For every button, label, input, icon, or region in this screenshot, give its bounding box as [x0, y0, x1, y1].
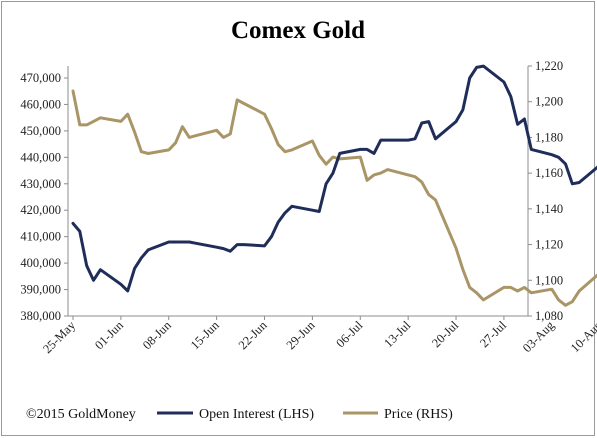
right-y-tick-label: 1,220 — [535, 59, 563, 73]
left-y-tick-label: 440,000 — [20, 150, 61, 164]
x-tick-label: 06-Jul — [333, 318, 365, 350]
copyright-text: ©2015 GoldMoney — [26, 407, 136, 422]
legend-label-price: Price (RHS) — [384, 407, 453, 422]
right-y-tick-label: 1,200 — [535, 95, 563, 109]
left-y-tick-label: 420,000 — [20, 203, 61, 217]
x-tick-label: 08-Jun — [140, 318, 174, 352]
left-y-ticks: 380,000 390,000 400,000 410,000 420,000 430,0… — [20, 71, 68, 323]
x-tick-label: 25-May — [40, 318, 78, 356]
chart-title: Comex Gold — [231, 17, 365, 44]
x-ticks: 25-May 01-Jun 08-Jun 15-Jun 22-Jun 29-Jun 06-J… — [40, 316, 597, 356]
left-y-tick-label: 390,000 — [20, 283, 61, 297]
x-tick-label: 20-Jul — [429, 318, 461, 350]
x-tick-label: 29-Jun — [284, 318, 318, 352]
series-line-price — [71, 89, 597, 307]
left-y-tick-label: 460,000 — [20, 97, 61, 111]
right-y-tick-label: 1,180 — [535, 130, 563, 144]
x-tick-label: 13-Jul — [381, 318, 413, 350]
x-tick-label: 01-Jun — [92, 318, 126, 352]
right-y-tick-label: 1,080 — [535, 309, 563, 323]
legend-label-open-interest: Open Interest (LHS) — [199, 407, 314, 422]
x-tick-label: 03-Aug — [520, 318, 557, 355]
left-y-tick-label: 450,000 — [20, 124, 61, 138]
x-tick-label: 27-Jul — [477, 318, 509, 350]
series-line-open-interest — [71, 64, 597, 293]
axes — [67, 66, 529, 317]
legend: Open Interest (LHS) Price (RHS) — [157, 407, 453, 422]
left-y-tick-label: 400,000 — [20, 256, 61, 270]
right-y-tick-label: 1,100 — [535, 273, 563, 287]
right-y-tick-label: 1,140 — [535, 202, 563, 216]
left-y-tick-label: 430,000 — [20, 177, 61, 191]
series-layer — [71, 64, 597, 307]
left-y-tick-label: 410,000 — [20, 230, 61, 244]
left-y-tick-label: 470,000 — [20, 71, 61, 85]
right-y-tick-label: 1,120 — [535, 238, 563, 252]
x-tick-label: 22-Jun — [236, 318, 270, 352]
left-y-tick-label: 380,000 — [20, 309, 61, 323]
right-y-tick-label: 1,160 — [535, 166, 563, 180]
x-tick-label: 10-Aug — [568, 318, 597, 355]
x-tick-label: 15-Jun — [188, 318, 222, 352]
right-y-ticks: 1,080 1,100 1,120 1,140 1,160 1,180 1,200 1,220 — [528, 59, 563, 323]
